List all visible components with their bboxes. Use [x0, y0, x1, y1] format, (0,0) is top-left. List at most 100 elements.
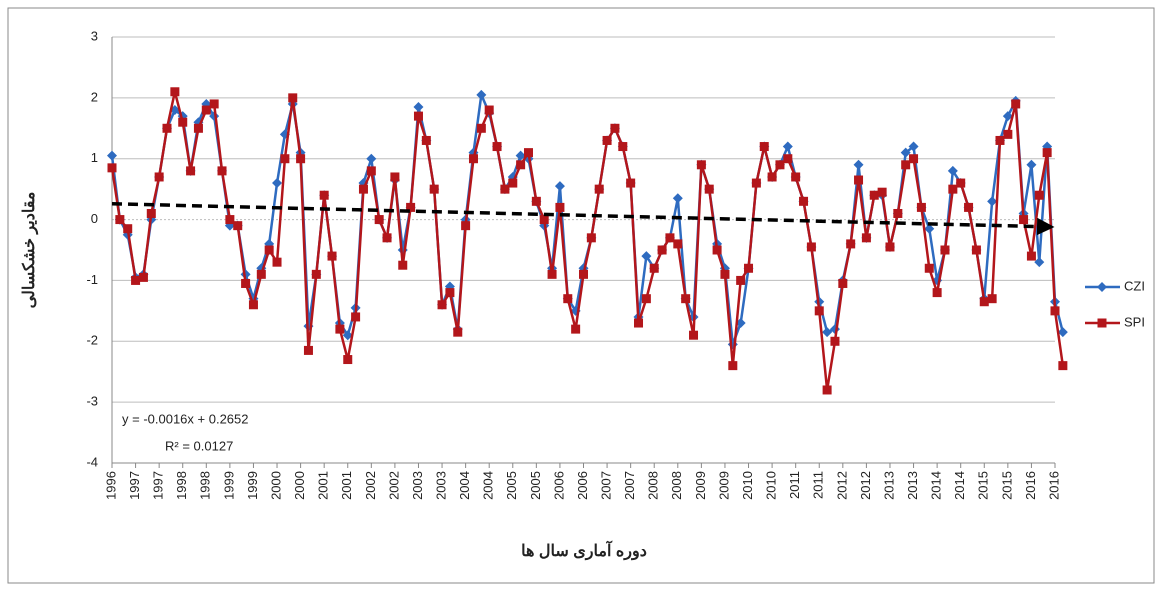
point — [901, 160, 911, 170]
point — [586, 233, 596, 243]
x-tick-label: 2009 — [693, 471, 708, 500]
point — [1034, 190, 1044, 200]
point — [209, 99, 219, 109]
x-tick-label: 2008 — [669, 471, 684, 500]
trendline — [111, 201, 1055, 236]
y-tick-label: -2 — [86, 333, 98, 348]
point — [1026, 251, 1036, 261]
point — [900, 147, 911, 158]
x-tick-label: 1997 — [151, 471, 166, 500]
point — [594, 184, 604, 194]
point — [516, 160, 526, 170]
point — [547, 269, 557, 279]
x-tick-label: 2016 — [1023, 471, 1038, 500]
x-tick-label: 2001 — [339, 471, 354, 500]
x-tick-label: 2016 — [1046, 471, 1061, 500]
point — [893, 208, 903, 218]
point — [476, 123, 486, 133]
point — [437, 300, 447, 310]
point — [838, 278, 848, 288]
point — [358, 184, 368, 194]
point — [1026, 159, 1037, 170]
point — [846, 239, 856, 249]
point — [782, 141, 793, 152]
point — [712, 245, 722, 255]
point — [987, 294, 997, 304]
point — [413, 101, 424, 112]
point — [1002, 111, 1013, 122]
point — [154, 172, 164, 182]
point — [932, 288, 942, 298]
point — [924, 263, 934, 273]
point — [602, 135, 612, 145]
point — [1042, 148, 1052, 158]
x-tick-label: 2012 — [858, 471, 873, 500]
point — [225, 215, 235, 225]
point — [162, 123, 172, 133]
point — [217, 166, 227, 176]
x-tick-label: 2010 — [740, 471, 755, 500]
point — [1003, 129, 1013, 139]
point — [1058, 361, 1068, 371]
point — [924, 223, 935, 234]
point — [406, 202, 416, 212]
y-axis-title: مقادیر خشکسالی — [21, 192, 39, 309]
point — [563, 294, 573, 304]
point — [964, 202, 974, 212]
point — [987, 196, 998, 207]
x-tick-label: 2007 — [599, 471, 614, 500]
point — [696, 160, 706, 170]
point — [641, 251, 652, 262]
point — [264, 245, 274, 255]
legend-label: CZI — [1124, 278, 1145, 293]
point — [885, 242, 895, 252]
x-tick-label: 2006 — [575, 471, 590, 500]
point — [296, 154, 306, 164]
x-tick-label: 2015 — [999, 471, 1014, 500]
point — [940, 245, 950, 255]
point — [626, 178, 636, 188]
point — [146, 208, 156, 218]
point — [170, 87, 180, 97]
point — [366, 153, 377, 164]
point — [107, 150, 117, 161]
point — [704, 184, 714, 194]
point — [783, 154, 793, 164]
point — [484, 105, 494, 115]
point — [995, 135, 1005, 145]
x-tick-label: 2014 — [952, 471, 967, 500]
x-tick-label: 2005 — [504, 471, 519, 500]
x-tick-label: 2015 — [976, 471, 991, 500]
y-tick-label: 0 — [91, 211, 98, 226]
x-tick-label: 2000 — [268, 471, 283, 500]
point — [366, 166, 376, 176]
y-tick-label: -1 — [86, 272, 98, 287]
point — [1019, 215, 1029, 225]
point — [641, 294, 651, 304]
point — [413, 111, 423, 121]
point — [814, 306, 824, 316]
point — [303, 345, 313, 355]
point — [429, 184, 439, 194]
point — [272, 257, 282, 267]
x-tick-label: 2001 — [316, 471, 331, 500]
point — [193, 123, 203, 133]
point — [461, 221, 471, 231]
point — [579, 269, 588, 279]
equation: y = -0.0016x + 0.2652 — [122, 411, 248, 426]
x-tick-label: 2009 — [716, 471, 731, 500]
point — [806, 242, 816, 252]
point — [854, 175, 864, 185]
point — [947, 165, 958, 176]
point — [759, 142, 769, 152]
point — [554, 181, 565, 192]
x-tick-label: 2002 — [363, 471, 378, 500]
x-tick-label: 1999 — [221, 471, 236, 500]
point — [916, 202, 926, 212]
point — [791, 172, 801, 182]
point — [342, 330, 353, 341]
point — [272, 178, 283, 189]
y-tick-label: 1 — [91, 150, 98, 165]
point — [744, 263, 754, 273]
point — [672, 193, 683, 204]
